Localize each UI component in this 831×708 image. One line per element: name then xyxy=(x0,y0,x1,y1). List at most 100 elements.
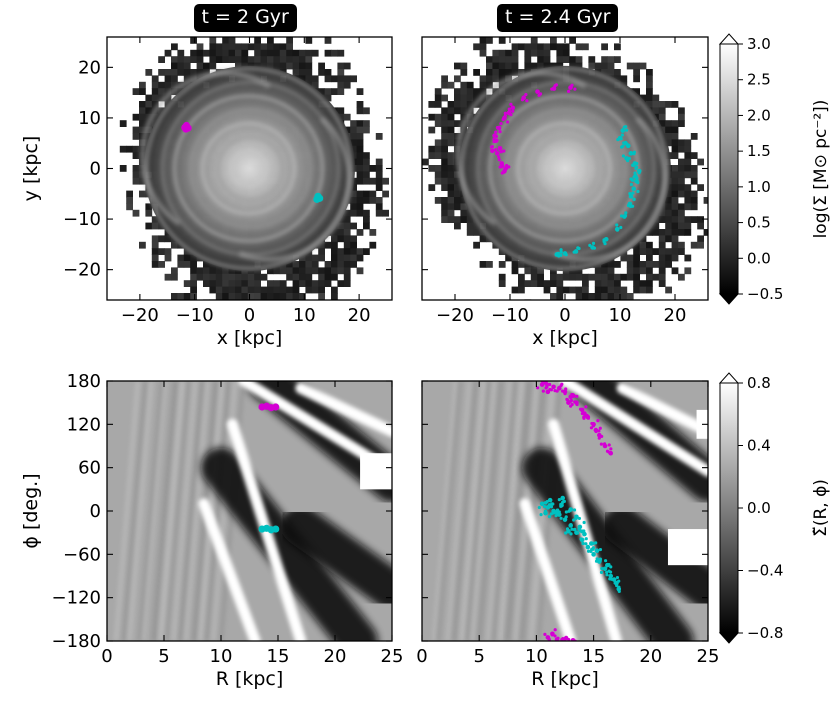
colorbar-tick-label: 2.5 xyxy=(747,71,771,89)
point-0-17-1 xyxy=(569,404,573,408)
point-0-3 xyxy=(272,403,280,411)
point-0-4 xyxy=(510,105,516,111)
point-1-15 xyxy=(547,497,553,503)
point-1-6-1 xyxy=(576,531,580,535)
point-0-2-0 xyxy=(535,89,539,93)
point-1-4-2 xyxy=(559,516,563,520)
point-0-3-2 xyxy=(520,98,525,102)
y-axis-label: ϕ [deg.] xyxy=(20,473,42,548)
xtick-label: −20 xyxy=(121,305,159,326)
point-1-4-2 xyxy=(633,171,637,175)
point-0-8-2 xyxy=(499,150,503,154)
point-1-28 xyxy=(611,577,617,582)
point-1-8 xyxy=(585,544,591,550)
point-0-10-2 xyxy=(609,447,613,451)
xtick-label: 20 xyxy=(324,646,347,667)
panel-title-top-right: t = 2.4 Gyr xyxy=(497,4,619,32)
point-1-9-2 xyxy=(589,549,593,553)
point-1-3 xyxy=(272,525,280,533)
point-1-5-0 xyxy=(569,523,573,527)
point-1-15-2 xyxy=(622,125,626,129)
point-1-10-1 xyxy=(594,559,599,563)
point-1-0-0 xyxy=(542,505,547,509)
point-1-11-2 xyxy=(577,246,581,251)
point-0-15-2 xyxy=(505,165,509,170)
point-0-13-2 xyxy=(572,394,576,398)
xtick-label: −10 xyxy=(176,305,214,326)
point-0-6-1 xyxy=(499,121,503,126)
point-1-26-1 xyxy=(547,515,552,519)
colorbar-tick-label: 1.0 xyxy=(747,178,771,196)
panel-title-top-left: t = 2 Gyr xyxy=(193,4,297,32)
series-0 xyxy=(258,402,280,412)
point-1-9-1 xyxy=(595,557,599,561)
point-1-8-0 xyxy=(584,542,588,546)
point-0-5-2 xyxy=(584,405,588,409)
point-0-19-1 xyxy=(553,642,556,645)
point-1-1-2 xyxy=(621,144,625,148)
point-1-23-0 xyxy=(557,510,561,514)
point-1-18-1 xyxy=(572,518,576,522)
point-0-12-1 xyxy=(498,146,502,150)
colorbar-tick-label: 0.5 xyxy=(747,214,771,232)
point-1-8-1 xyxy=(619,225,623,230)
ytick-label: 10 xyxy=(78,108,101,129)
point-1-7-2 xyxy=(579,537,583,541)
point-0-7-0 xyxy=(596,419,600,423)
point-1-0 xyxy=(539,501,545,507)
ytick-label: 120 xyxy=(67,414,101,435)
point-0-15-1 xyxy=(500,165,504,169)
point-1-5-1 xyxy=(631,191,635,195)
point-0-7-2 xyxy=(590,421,594,426)
point-1-7-1 xyxy=(584,537,588,541)
point-1-17-2 xyxy=(628,192,632,196)
point-1-18-0 xyxy=(637,171,641,175)
point-1-12-0 xyxy=(608,570,613,574)
axes-bottom-right: 0 5 10 15 20 25 R [kpc] xyxy=(416,380,719,690)
xtick-label: 0 xyxy=(416,646,427,667)
colorbar-tick-label: −0.4 xyxy=(747,562,783,580)
point-0-13-2 xyxy=(509,113,513,117)
point-0-12-2 xyxy=(555,389,559,393)
series-1 xyxy=(537,495,622,593)
point-0-22-2 xyxy=(550,633,554,637)
point-1-7-1 xyxy=(619,214,624,218)
axes-bottom-left: 0 5 10 15 20 25 −180 −120 −60 0 60 120 180 R [kpc] ϕ [… xyxy=(20,371,403,690)
colorbar-tick-label: −0.8 xyxy=(747,624,783,642)
point-0-15-2 xyxy=(598,426,602,430)
point-1-17-0 xyxy=(564,510,568,514)
colorbar-tick-label: 0.8 xyxy=(747,374,771,392)
series-0 xyxy=(536,381,614,645)
ytick-label: 180 xyxy=(67,371,101,392)
overdensity-map-bottom-left xyxy=(107,381,392,641)
point-1-14-2 xyxy=(621,154,626,158)
point-1-23-1 xyxy=(552,511,556,515)
point-0-13-1 xyxy=(575,394,579,398)
point-1-8-0 xyxy=(615,228,619,232)
point-0-11-2 xyxy=(541,389,545,393)
point-1-10-2 xyxy=(598,558,602,563)
point-0-22-0 xyxy=(553,634,557,638)
point-1-0-1 xyxy=(619,136,623,141)
point-1-11-1 xyxy=(572,250,576,254)
scatter-top-right xyxy=(489,83,642,258)
series-1 xyxy=(554,125,642,258)
point-1-17-1 xyxy=(632,197,636,202)
xtick-label: 10 xyxy=(210,646,233,667)
point-1-0-0 xyxy=(616,138,620,142)
point-1-12-2 xyxy=(605,570,609,574)
point-1-24-2 xyxy=(578,529,583,533)
point-1-15 xyxy=(620,128,626,133)
point-0-15-0 xyxy=(591,424,596,428)
colorbar-overdensity: −0.8 −0.4 0.0 0.4 0.8 Σ̃(R, ϕ) xyxy=(718,372,831,644)
point-0-5-0 xyxy=(503,113,507,118)
point-0-11-0 xyxy=(494,134,498,138)
point-1-21-1 xyxy=(592,553,596,557)
point-1-15-1 xyxy=(624,128,629,132)
colorbar-tick-label: 1.5 xyxy=(747,142,771,160)
point-0-9-2 xyxy=(497,158,501,162)
point-1-15-1 xyxy=(545,499,549,504)
point-0-17-0 xyxy=(566,398,570,402)
